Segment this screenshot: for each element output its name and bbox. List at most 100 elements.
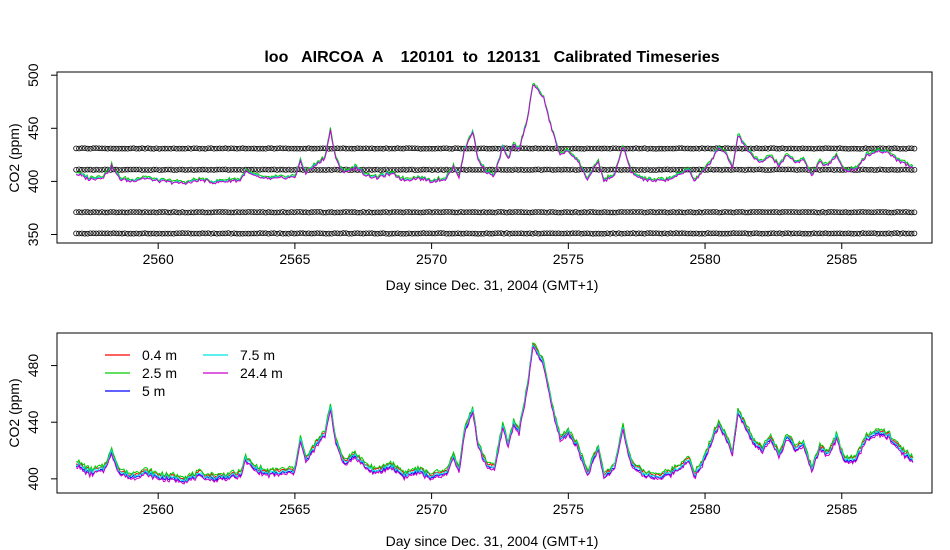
reference-point xyxy=(314,209,321,215)
reference-point xyxy=(237,230,243,237)
reference-point xyxy=(196,145,203,152)
reference-point xyxy=(168,230,174,237)
reference-point xyxy=(882,167,889,173)
reference-point xyxy=(125,230,131,237)
reference-point xyxy=(779,209,786,215)
reference-point xyxy=(544,145,550,152)
reference-point xyxy=(449,146,456,152)
reference-point xyxy=(581,209,588,215)
reference-point xyxy=(768,209,774,216)
reference-point xyxy=(107,230,114,237)
reference-point xyxy=(673,209,679,216)
reference-point xyxy=(400,166,407,173)
reference-point xyxy=(403,230,410,237)
reference-point xyxy=(148,230,154,237)
reference-point xyxy=(219,166,226,173)
reference-point xyxy=(357,230,364,237)
reference-point xyxy=(681,230,688,237)
reference-point xyxy=(598,145,605,152)
reference-point xyxy=(130,166,137,173)
reference-point xyxy=(630,145,636,152)
reference-point xyxy=(851,145,857,152)
reference-point xyxy=(443,145,450,152)
reference-point xyxy=(661,209,668,215)
reference-point xyxy=(501,167,507,173)
reference-point xyxy=(719,167,725,173)
reference-point xyxy=(133,145,140,152)
reference-point xyxy=(750,167,757,173)
reference-point xyxy=(518,145,524,152)
reference-point xyxy=(851,167,857,173)
reference-point xyxy=(558,167,565,173)
reference-point xyxy=(139,145,146,152)
reference-point xyxy=(417,230,424,237)
reference-point xyxy=(366,145,372,152)
reference-point xyxy=(888,145,895,152)
reference-point xyxy=(868,209,875,216)
reference-point xyxy=(768,230,774,237)
reference-point xyxy=(765,145,771,152)
reference-point xyxy=(871,145,878,152)
reference-point xyxy=(676,230,682,237)
reference-point xyxy=(254,209,260,216)
reference-point xyxy=(547,166,553,173)
reference-point xyxy=(592,230,599,237)
reference-point xyxy=(857,209,863,215)
reference-point xyxy=(458,145,464,152)
reference-point xyxy=(435,167,441,173)
reference-point xyxy=(791,230,797,237)
reference-point xyxy=(575,167,582,173)
reference-point xyxy=(558,209,565,216)
reference-point xyxy=(725,166,731,173)
reference-point xyxy=(486,145,493,152)
series-line-2-5-m xyxy=(75,342,914,480)
reference-point xyxy=(770,209,777,215)
reference-point xyxy=(188,209,194,216)
reference-point xyxy=(888,230,895,237)
reference-point xyxy=(793,209,800,216)
reference-point xyxy=(159,167,166,173)
reference-point xyxy=(122,145,128,152)
reference-point xyxy=(552,167,559,173)
reference-point xyxy=(894,230,901,236)
reference-point xyxy=(148,209,154,216)
reference-point xyxy=(796,145,803,152)
reference-point xyxy=(76,209,82,215)
reference-point xyxy=(624,167,631,173)
reference-point xyxy=(851,209,857,216)
reference-point xyxy=(125,209,131,216)
reference-point xyxy=(423,209,430,216)
reference-point xyxy=(363,145,369,152)
reference-point xyxy=(320,145,326,152)
reference-point xyxy=(414,167,421,173)
reference-point xyxy=(779,145,786,152)
reference-point xyxy=(615,209,622,216)
reference-point xyxy=(526,167,533,173)
reference-point xyxy=(259,230,266,237)
reference-point xyxy=(569,230,576,237)
reference-point xyxy=(900,230,906,237)
reference-point xyxy=(171,209,177,215)
reference-point xyxy=(90,145,97,152)
reference-point xyxy=(466,230,473,237)
reference-point xyxy=(676,209,682,215)
reference-point xyxy=(452,230,458,237)
reference-point xyxy=(308,145,315,152)
reference-point xyxy=(285,209,292,216)
reference-point xyxy=(265,230,272,237)
reference-point xyxy=(854,145,860,152)
reference-point xyxy=(664,145,671,152)
reference-point xyxy=(403,167,410,173)
reference-point xyxy=(480,230,487,237)
reference-point xyxy=(719,209,725,216)
reference-point xyxy=(406,145,413,152)
reference-point xyxy=(584,167,590,173)
reference-point xyxy=(440,145,447,152)
reference-point xyxy=(96,209,102,216)
reference-point xyxy=(348,209,355,215)
reference-point xyxy=(383,145,390,152)
reference-point xyxy=(271,166,278,173)
reference-point xyxy=(805,230,812,237)
reference-point xyxy=(667,209,674,216)
reference-point xyxy=(466,209,473,216)
